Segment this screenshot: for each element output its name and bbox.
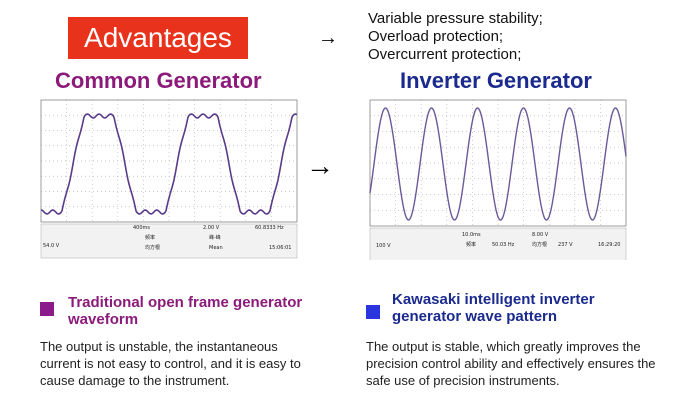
arrow: → [318, 27, 338, 49]
waveform [40, 113, 298, 215]
arrow: → [306, 150, 334, 181]
scope: 400ms 2.00 V 60.8333 Hz 54.0 V 频率 峰-峰 均方… [33, 98, 299, 260]
description: The output is stable, which greatly impr… [366, 339, 656, 388]
scope-label: 16:29:20 [598, 242, 620, 248]
waveform [369, 107, 627, 221]
feature: Overload protection; [368, 28, 504, 45]
heading: Common Generator [55, 68, 262, 93]
scope-label: 均方根 [145, 244, 160, 251]
feature: Variable pressure stability; [368, 10, 543, 27]
description: The output is unstable, the instantaneou… [40, 339, 301, 388]
bullet [40, 302, 54, 316]
feature: Overcurrent protection; [368, 46, 522, 63]
banner: Advantages [68, 17, 248, 59]
scope-label: Mean [209, 245, 223, 251]
heading: Inverter Generator [400, 68, 592, 93]
scope-label: 100 V [376, 243, 391, 249]
scope-label: 均方根 [532, 241, 547, 248]
caption: Traditional open frame generator wavefor… [68, 294, 303, 328]
scope-frame [40, 99, 298, 223]
scope-label: 10.0ms [462, 232, 481, 238]
caption: Kawasaki intelligent inverter generator … [392, 291, 595, 325]
scope-label: 8.00 V [532, 232, 549, 238]
info-bar [40, 223, 298, 259]
bullet [366, 305, 380, 319]
scope-label: 15:06:01 [269, 245, 291, 251]
scope-label: 54.0 V [43, 243, 60, 249]
scope-label: 2.00 V [203, 225, 220, 231]
scope-frame [369, 99, 627, 227]
scope-label: 频率 [145, 234, 155, 241]
scope-label: 400ms [133, 225, 150, 231]
scope-label: 60.8333 Hz [255, 225, 284, 231]
scope-label: 峰-峰 [209, 234, 221, 241]
scope-label: 50.03 Hz [492, 242, 515, 248]
info-bar [369, 227, 627, 260]
scope-label: 频率 [466, 241, 476, 248]
scope: 10.0ms 8.00 V 100 V 频率 50.03 Hz 均方根 237 … [362, 98, 628, 260]
scope-label: 237 V [558, 242, 573, 248]
